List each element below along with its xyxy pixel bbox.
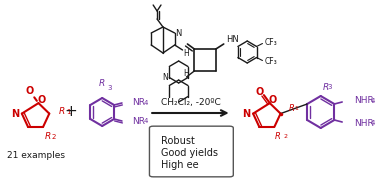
Text: O: O <box>256 87 264 97</box>
Text: +: + <box>65 104 77 119</box>
Text: O: O <box>26 86 34 96</box>
Text: H: H <box>184 70 189 79</box>
Text: O: O <box>269 95 277 105</box>
Text: 2: 2 <box>52 134 56 140</box>
Text: N: N <box>242 109 250 119</box>
Text: 21 examples: 21 examples <box>6 150 65 160</box>
Text: High ee: High ee <box>161 160 198 170</box>
Text: R: R <box>45 132 51 141</box>
Text: 4: 4 <box>144 118 148 124</box>
Text: 4: 4 <box>144 100 148 106</box>
Text: R: R <box>288 104 294 113</box>
Text: R: R <box>99 79 105 88</box>
Text: 2: 2 <box>283 134 287 139</box>
Text: N: N <box>163 73 168 82</box>
Text: N: N <box>11 109 19 119</box>
Text: 1: 1 <box>66 109 70 115</box>
Text: 3: 3 <box>328 84 332 90</box>
Text: 4: 4 <box>370 98 375 104</box>
Text: Good yields: Good yields <box>161 148 218 158</box>
Text: 4: 4 <box>370 120 375 126</box>
Text: NHR: NHR <box>354 96 374 106</box>
Text: NR: NR <box>132 98 145 107</box>
Text: NR: NR <box>132 117 145 126</box>
FancyBboxPatch shape <box>149 126 233 177</box>
Text: 3: 3 <box>107 85 112 91</box>
Text: CF₃: CF₃ <box>265 57 277 66</box>
Text: 1: 1 <box>294 106 298 111</box>
Text: Robust: Robust <box>161 136 195 146</box>
Text: R: R <box>323 83 329 92</box>
Text: HN: HN <box>226 36 239 44</box>
Text: CH₂Cl₂, -20ºC: CH₂Cl₂, -20ºC <box>161 98 220 107</box>
Text: R: R <box>274 132 280 141</box>
Text: H: H <box>184 48 189 57</box>
Text: R: R <box>59 107 65 116</box>
Text: N: N <box>175 29 182 38</box>
Text: O: O <box>37 95 46 105</box>
Text: CF₃: CF₃ <box>265 38 277 47</box>
Text: NHR: NHR <box>354 119 374 128</box>
